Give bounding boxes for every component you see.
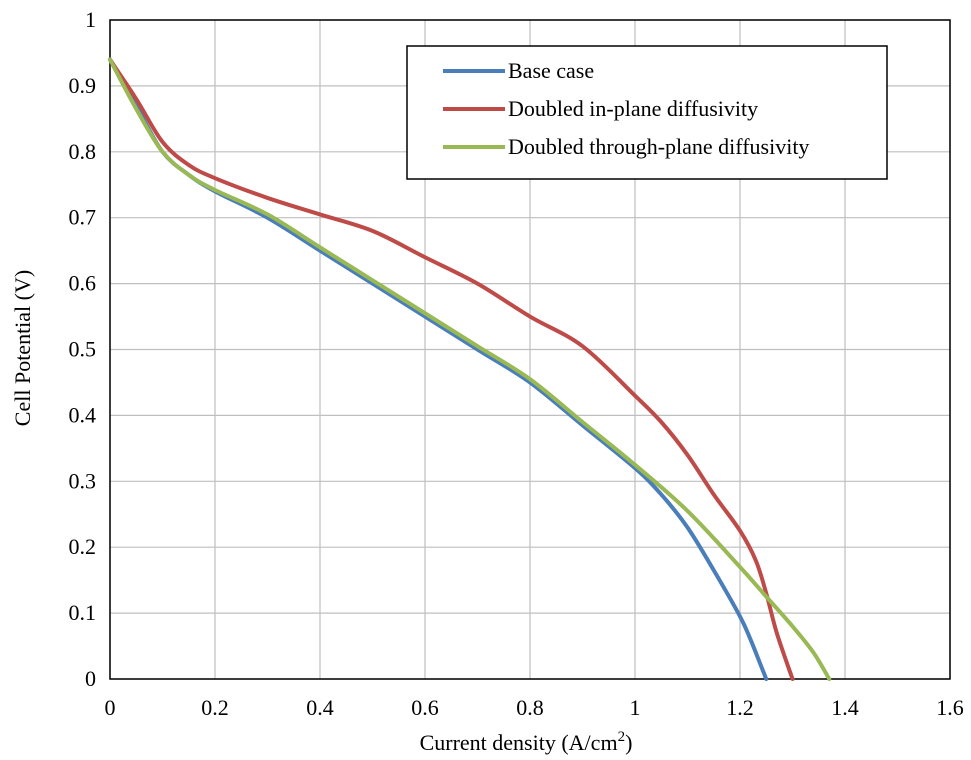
legend-label: Doubled in-plane diffusivity (508, 96, 758, 121)
x-axis-title-end: ) (625, 730, 632, 755)
plot-area (109, 19, 951, 680)
x-axis: 0 0.2 0.4 0.6 0.8 1 1.2 1.4 1.6 (105, 695, 964, 720)
x-tick-label: 0.6 (411, 695, 439, 720)
x-axis-title: Current density (A/cm2) (420, 729, 633, 755)
y-tick-label: 0.3 (69, 468, 97, 493)
y-tick-label: 0.7 (69, 205, 97, 230)
x-axis-title-main: Current density (A/cm (420, 730, 618, 755)
legend-box (406, 45, 888, 180)
x-tick-label: 0.4 (306, 695, 334, 720)
x-tick-label: 1 (630, 695, 641, 720)
x-tick-label: 0 (105, 695, 116, 720)
series-line-doubled-in-plane (108, 57, 795, 681)
y-tick-label: 0.2 (69, 534, 97, 559)
y-tick-label: 0.5 (69, 337, 97, 362)
x-tick-label: 1.6 (936, 695, 964, 720)
x-tick-label: 1.2 (726, 695, 754, 720)
y-tick-label: 0.8 (69, 139, 97, 164)
y-tick-label: 1 (85, 7, 96, 32)
y-tick-label: 0.1 (69, 600, 97, 625)
series-lines (108, 57, 832, 681)
y-tick-label: 0 (85, 666, 96, 691)
legend-label: Doubled through-plane diffusivity (508, 134, 809, 159)
x-axis-title-sup: 2 (618, 729, 626, 745)
legend-items: Base case Doubled in-plane diffusivity Dou… (443, 58, 809, 159)
y-axis-title: Cell Potential (V) (10, 270, 35, 426)
x-tick-label: 1.4 (831, 695, 859, 720)
x-tick-label: 0.2 (201, 695, 229, 720)
y-tick-label: 0.9 (69, 73, 97, 98)
legend: Base case Doubled in-plane diffusivity Dou… (406, 45, 888, 180)
x-tick-label: 0.8 (516, 695, 544, 720)
legend-label: Base case (508, 58, 594, 83)
y-tick-label: 0.6 (69, 271, 97, 296)
y-tick-label: 0.4 (69, 402, 97, 427)
y-axis: 0 0.1 0.2 0.3 0.4 0.5 0.6 0.7 0.8 0.9 1 (69, 7, 97, 691)
series-line-doubled-through-plane (108, 57, 832, 681)
